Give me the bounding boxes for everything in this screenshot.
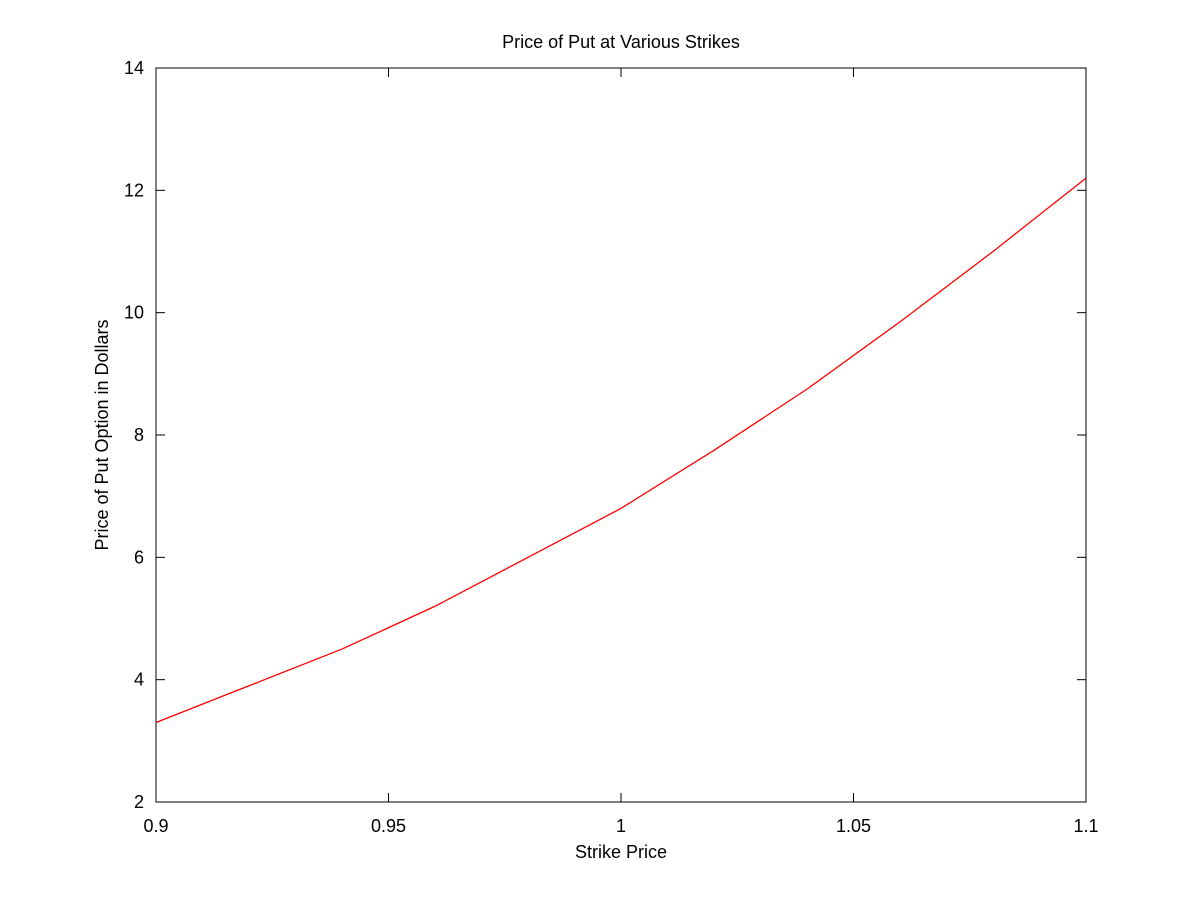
y-tick-label: 10: [124, 303, 144, 323]
x-tick-label: 1: [616, 816, 626, 836]
x-tick-label: 0.9: [143, 816, 168, 836]
y-tick-label: 14: [124, 58, 144, 78]
y-tick-label: 6: [134, 547, 144, 567]
x-axis-ticks: 0.9 0.95 1 1.05 1.1: [143, 68, 1099, 836]
y-tick-label: 12: [124, 180, 144, 200]
x-tick-label: 0.95: [371, 816, 406, 836]
series-line: [155, 177, 1087, 724]
x-tick-label: 1.1: [1073, 816, 1098, 836]
series-layer: [155, 177, 1087, 724]
y-axis-ticks: 2 4 6 8 10 12 14: [124, 58, 1086, 812]
y-tick-label: 4: [134, 670, 144, 690]
y-tick-label: 2: [134, 792, 144, 812]
x-axis-label: Strike Price: [575, 842, 667, 862]
y-tick-label: 8: [134, 425, 144, 445]
x-tick-label: 1.05: [836, 816, 871, 836]
y-axis-label: Price of Put Option in Dollars: [92, 319, 112, 550]
chart-title: Price of Put at Various Strikes: [502, 32, 740, 52]
plot-area-frame: [155, 67, 1087, 803]
